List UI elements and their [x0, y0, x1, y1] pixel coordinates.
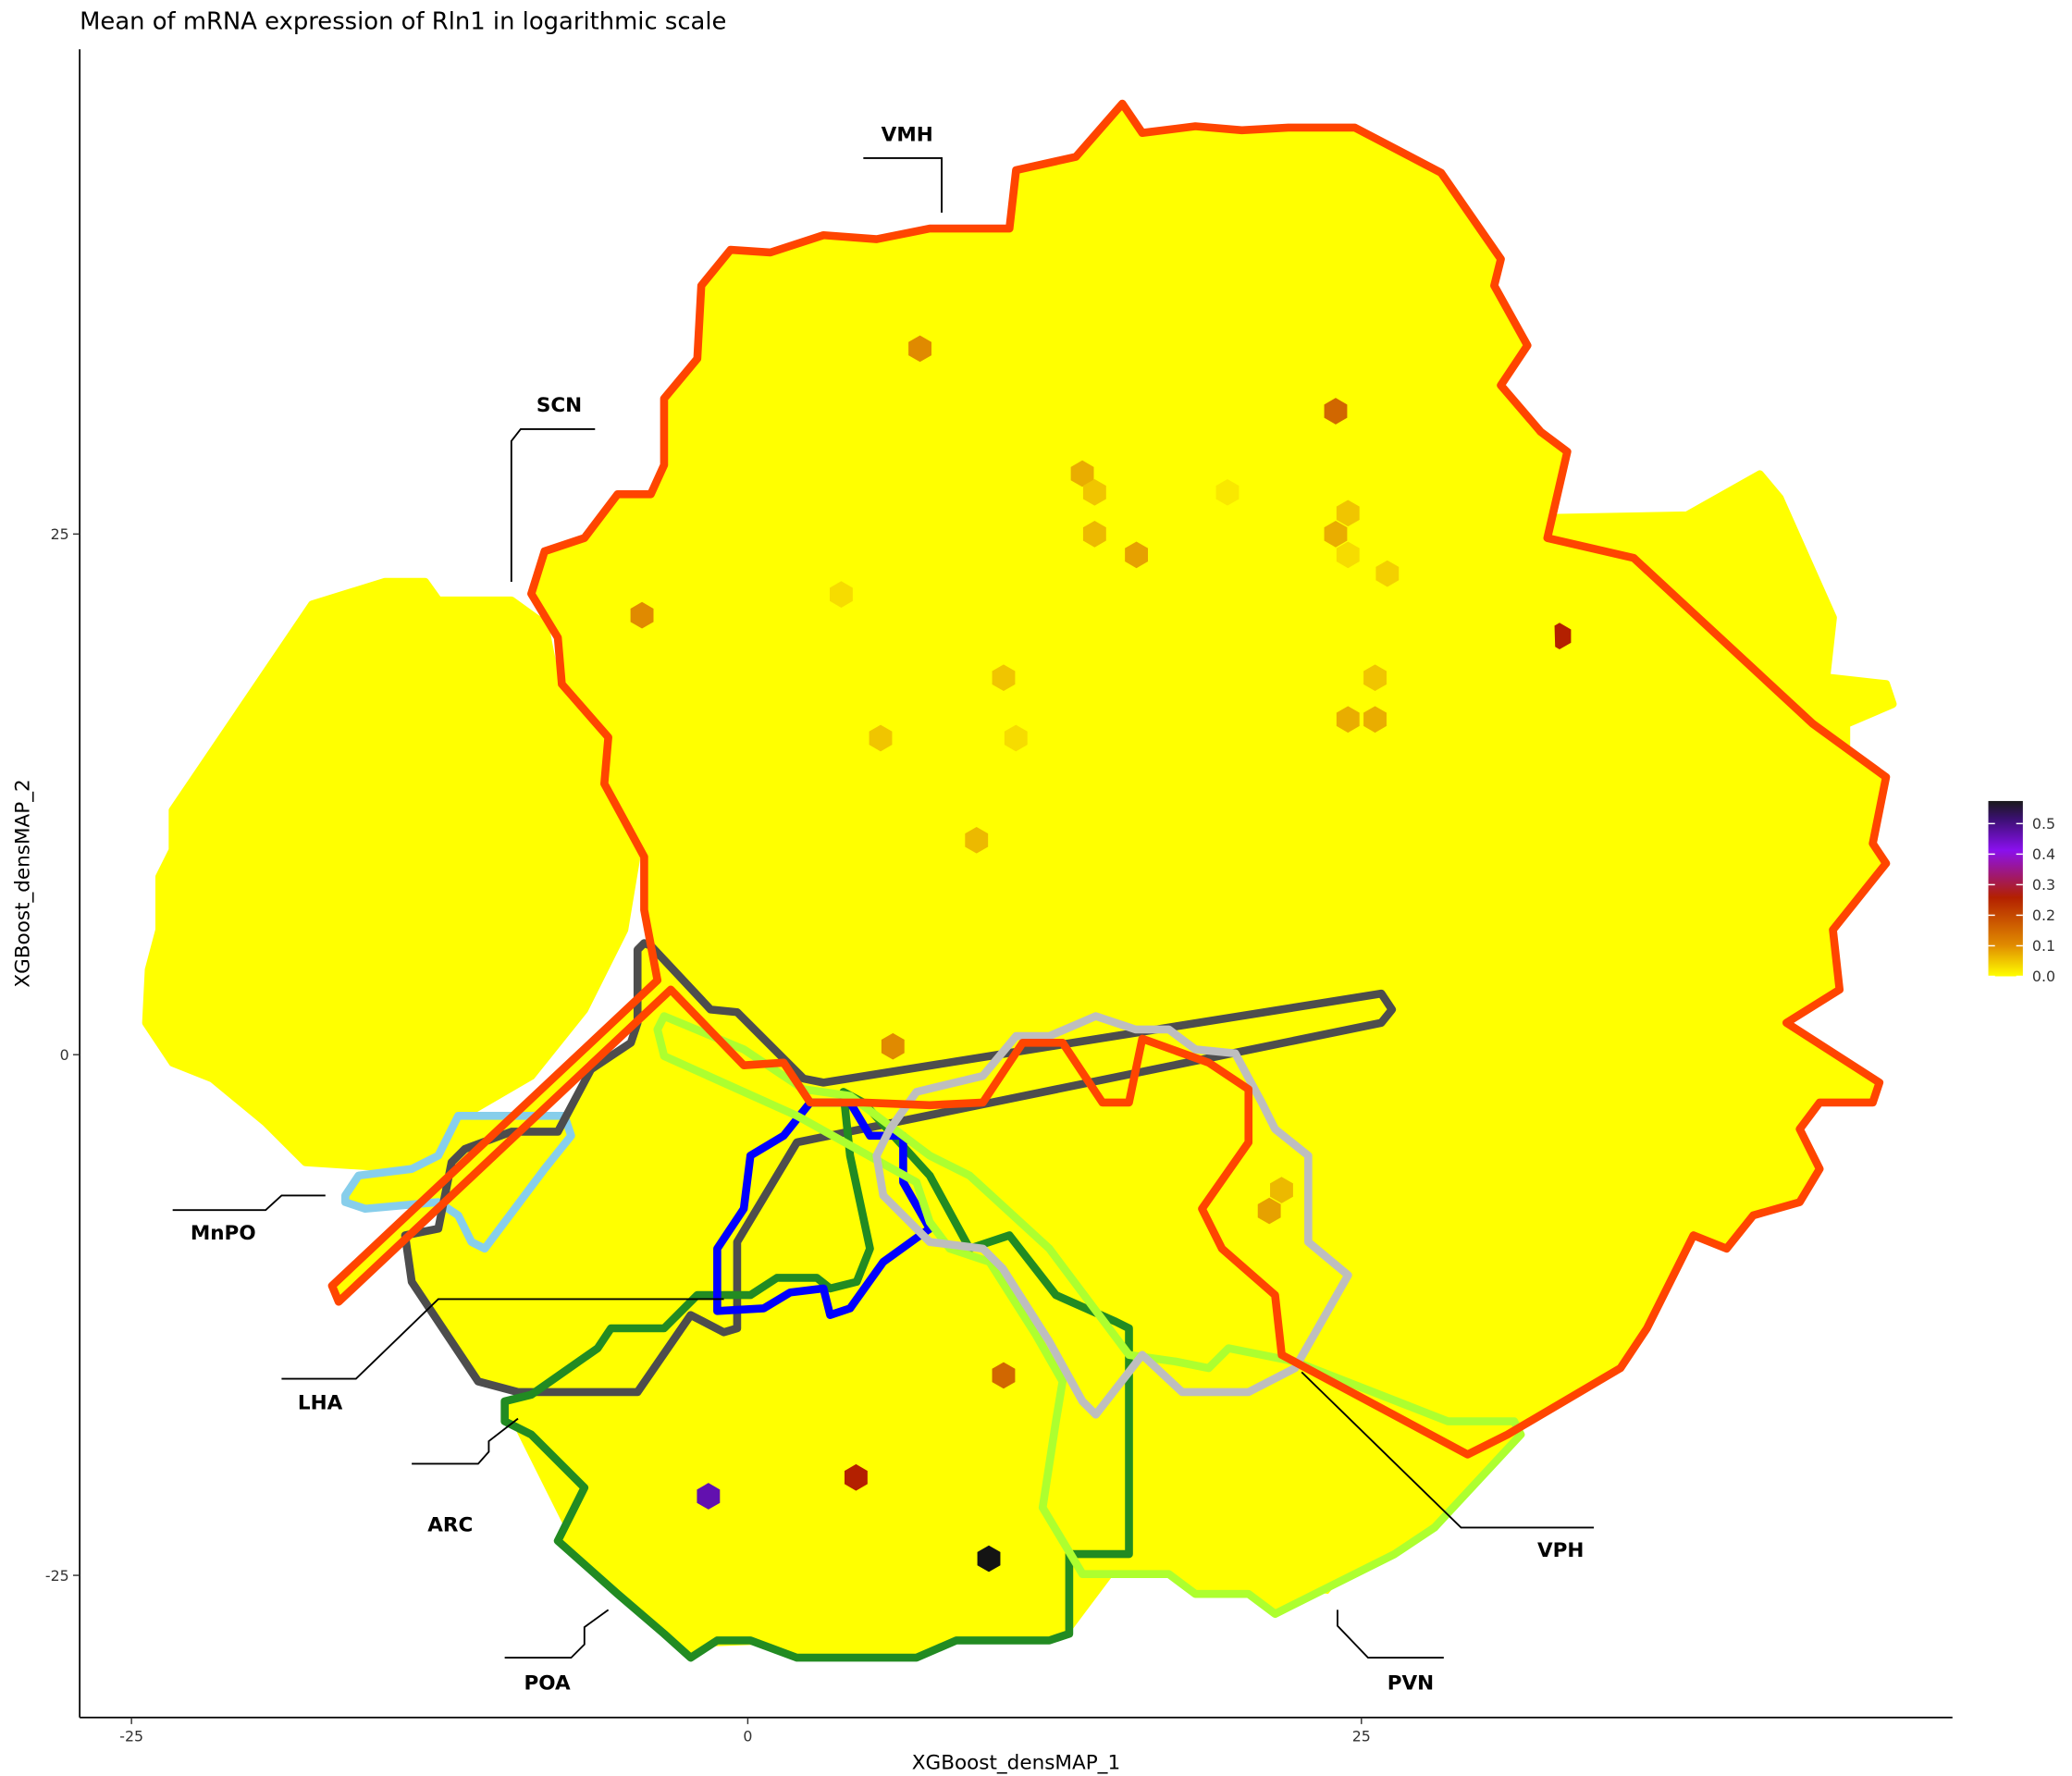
- hex-bin: [1324, 520, 1348, 548]
- hex-bin: [844, 1463, 868, 1491]
- label-scn: SCN: [536, 394, 582, 417]
- label-vph: VPH: [1537, 1539, 1584, 1562]
- hex-bin: [1125, 541, 1149, 569]
- hex-bin: [630, 601, 654, 629]
- fill-vmh: [331, 104, 1886, 1455]
- hex-bin: [1070, 460, 1094, 487]
- contour-mnpo: [341, 1111, 575, 1253]
- colorbar-tick-label: 0.0: [2032, 968, 2055, 985]
- fill-scn: [145, 582, 638, 1169]
- contour-vmh: [327, 99, 1891, 1459]
- fill-mnpo: [345, 1116, 572, 1249]
- label-poa: POA: [524, 1672, 571, 1696]
- x-tick-label: 25: [1352, 1728, 1371, 1745]
- label-arc: ARC: [427, 1514, 473, 1537]
- colorbar-tick-label: 0.4: [2032, 845, 2055, 863]
- y-tick-label: 25: [51, 525, 69, 543]
- label-mnpo: MnPO: [191, 1222, 256, 1245]
- hex-bin: [1336, 500, 1360, 527]
- hex-bin: [830, 581, 853, 608]
- hex-bin: [1257, 1197, 1281, 1225]
- colorbar-tick-label: 0.3: [2032, 876, 2055, 894]
- colorbar-tick-label: 0.5: [2032, 815, 2055, 832]
- expression-fill: [145, 104, 1893, 1659]
- contour-lha: [401, 939, 1397, 1397]
- hex-bin: [1082, 520, 1106, 548]
- x-axis-label: XGBoost_densMAP_1: [912, 1752, 1120, 1775]
- y-tick-label: 0: [60, 1046, 69, 1064]
- hex-bin: [992, 664, 1016, 692]
- hex-bin: [992, 1362, 1016, 1389]
- colorbar-tick-label: 0.1: [2032, 937, 2055, 955]
- y-tick-label: -25: [45, 1567, 69, 1585]
- region-labels: VMH SCN MnPO LHA ARC POA PVN VPH: [172, 123, 1595, 1696]
- hex-bin: [1082, 478, 1106, 506]
- hex-bin: [1336, 541, 1360, 569]
- hex-bin: [1363, 706, 1387, 734]
- colorbar-legend: 0.0 0.1 0.2 0.3 0.4 0.5: [1988, 800, 2055, 985]
- contour-scn: [142, 577, 642, 1173]
- hex-bin: [869, 724, 893, 752]
- hex-bin: [1270, 1177, 1293, 1203]
- hex-bin: [1215, 478, 1240, 506]
- label-lha: LHA: [298, 1392, 343, 1415]
- hex-bin: [965, 826, 989, 854]
- label-pvn: PVN: [1388, 1672, 1434, 1696]
- colorbar-tick-label: 0.2: [2032, 906, 2055, 924]
- y-axis-label: XGBoost_densMAP_2: [12, 779, 35, 987]
- y-ticks: 25 0 -25: [45, 525, 80, 1585]
- x-tick-label: -25: [119, 1728, 143, 1745]
- x-tick-label: 0: [743, 1728, 752, 1745]
- hex-bin: [1375, 560, 1400, 587]
- hex-bin: [977, 1545, 1001, 1572]
- colorbar: [1988, 800, 2023, 977]
- hex-bin: [908, 335, 931, 363]
- hex-bin: [881, 1032, 905, 1060]
- hex-points: [630, 335, 1572, 1572]
- hex-bin: [1363, 664, 1387, 692]
- region-contours: [142, 99, 1897, 1662]
- contour-poa: [500, 1088, 1133, 1662]
- contour-scn-right: [1543, 470, 1897, 855]
- hex-bin: [1004, 724, 1028, 752]
- x-ticks: -25 0 25: [119, 1717, 1371, 1745]
- label-vmh: VMH: [882, 123, 933, 146]
- fill-lower: [504, 1241, 1129, 1647]
- contour-pvn: [653, 1012, 1525, 1619]
- hex-bin: [1336, 706, 1360, 734]
- hex-bin: [697, 1483, 721, 1510]
- contour-arc: [713, 1098, 934, 1319]
- hex-bin: [1324, 398, 1348, 425]
- contour-vph: [872, 1012, 1352, 1419]
- chart-title: Mean of mRNA expression of Rln1 in logar…: [80, 8, 726, 36]
